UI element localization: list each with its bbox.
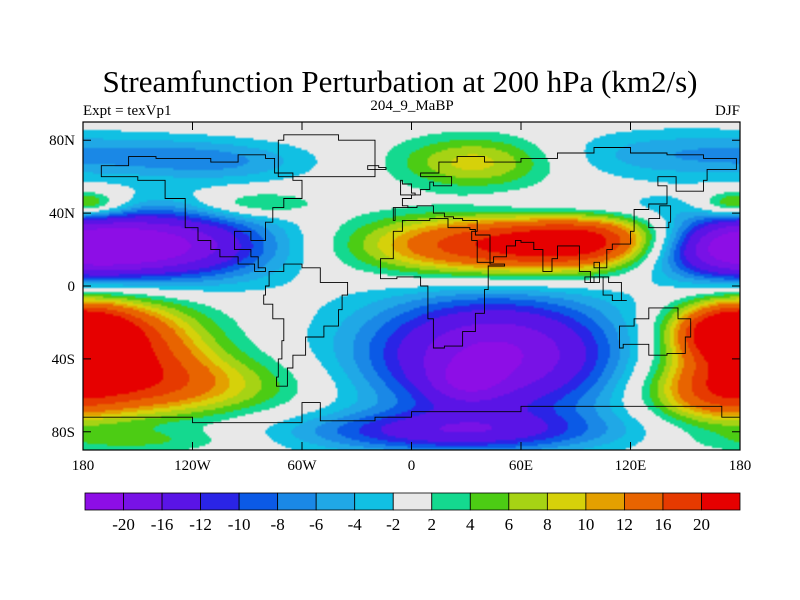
colorbar-label: 20 (693, 515, 710, 534)
coastline-0 (100, 154, 303, 272)
plot-area (82, 121, 741, 451)
y-tick-label: 0 (68, 279, 76, 295)
coastline-8 (83, 402, 740, 450)
colorbar-label: 8 (543, 515, 552, 534)
colorbar: -20 -16 -12 -10 -8 -6 -4 -2 2 4 6 8 10 12 16 20 (84, 492, 741, 534)
y-axis: 80N 40N 0 40S 80S (49, 133, 740, 441)
colorbar-label: -10 (228, 515, 251, 534)
coastline-6 (367, 165, 387, 170)
x-tick-label: 60E (509, 458, 533, 474)
colorbar-label: 10 (577, 515, 594, 534)
colorbar-label: 12 (616, 515, 633, 534)
colorbar-swatch (238, 492, 279, 511)
coastlines (83, 134, 740, 450)
colorbar-label: -20 (112, 515, 135, 534)
colorbar-label: 4 (466, 515, 475, 534)
x-tick-label: 180 (729, 458, 752, 474)
subtitle-left: Expt = texVp1 (83, 103, 171, 119)
streamfunction-field (83, 122, 740, 450)
y-tick-label: 80S (52, 425, 75, 441)
coastline-9 (648, 205, 672, 229)
colorbar-swatch (701, 492, 741, 511)
colorbar-swatch (624, 492, 664, 511)
colorbar-label: -6 (309, 515, 323, 534)
colorbar-swatch (315, 492, 356, 511)
colorbar-swatch (277, 492, 317, 511)
coastline-2 (380, 218, 506, 349)
colorbar-label: -4 (348, 515, 363, 534)
coastline-1 (263, 263, 349, 387)
colorbar-swatch (508, 492, 548, 511)
colorbar-label: 2 (428, 515, 437, 534)
colorbar-swatch (84, 492, 124, 511)
colorbar-label: -16 (151, 515, 174, 534)
colorbar-label: -12 (189, 515, 212, 534)
colorbar-label: -8 (271, 515, 285, 534)
subtitle-center: 204_9_MaBP (370, 98, 453, 114)
subtitle-right: DJF (715, 103, 740, 119)
colorbar-swatch (354, 492, 394, 511)
coastline-10 (584, 276, 627, 302)
colorbar-swatch (161, 492, 201, 511)
colorbar-swatch (662, 492, 702, 511)
coastline-4 (277, 134, 376, 178)
colorbar-swatch (431, 492, 471, 511)
x-tick-label: 180 (72, 458, 95, 474)
colorbar-swatch (200, 492, 240, 511)
colorbar-swatch (469, 492, 510, 511)
x-tick-label: 120E (615, 458, 647, 474)
x-tick-label: 0 (408, 458, 416, 474)
colorbar-label: 16 (654, 515, 671, 534)
x-axis: 180 120W 60W 0 60E 120E 180 (72, 122, 752, 474)
x-tick-label: 60W (287, 458, 317, 474)
colorbar-label: -2 (386, 515, 400, 534)
colorbar-swatch (392, 492, 433, 511)
coastline-5 (400, 179, 416, 196)
chart-title: Streamfunction Perturbation at 200 hPa (… (103, 64, 698, 99)
y-tick-label: 40S (52, 352, 75, 368)
colorbar-swatch (585, 492, 625, 511)
y-tick-label: 80N (49, 133, 75, 149)
coastline-7 (619, 307, 692, 356)
coastline-3 (392, 147, 737, 283)
colorbar-swatch (546, 492, 587, 511)
colorbar-swatch (123, 492, 163, 511)
y-tick-label: 40N (49, 206, 75, 222)
colorbar-label: 6 (505, 515, 514, 534)
x-tick-label: 120W (174, 458, 212, 474)
